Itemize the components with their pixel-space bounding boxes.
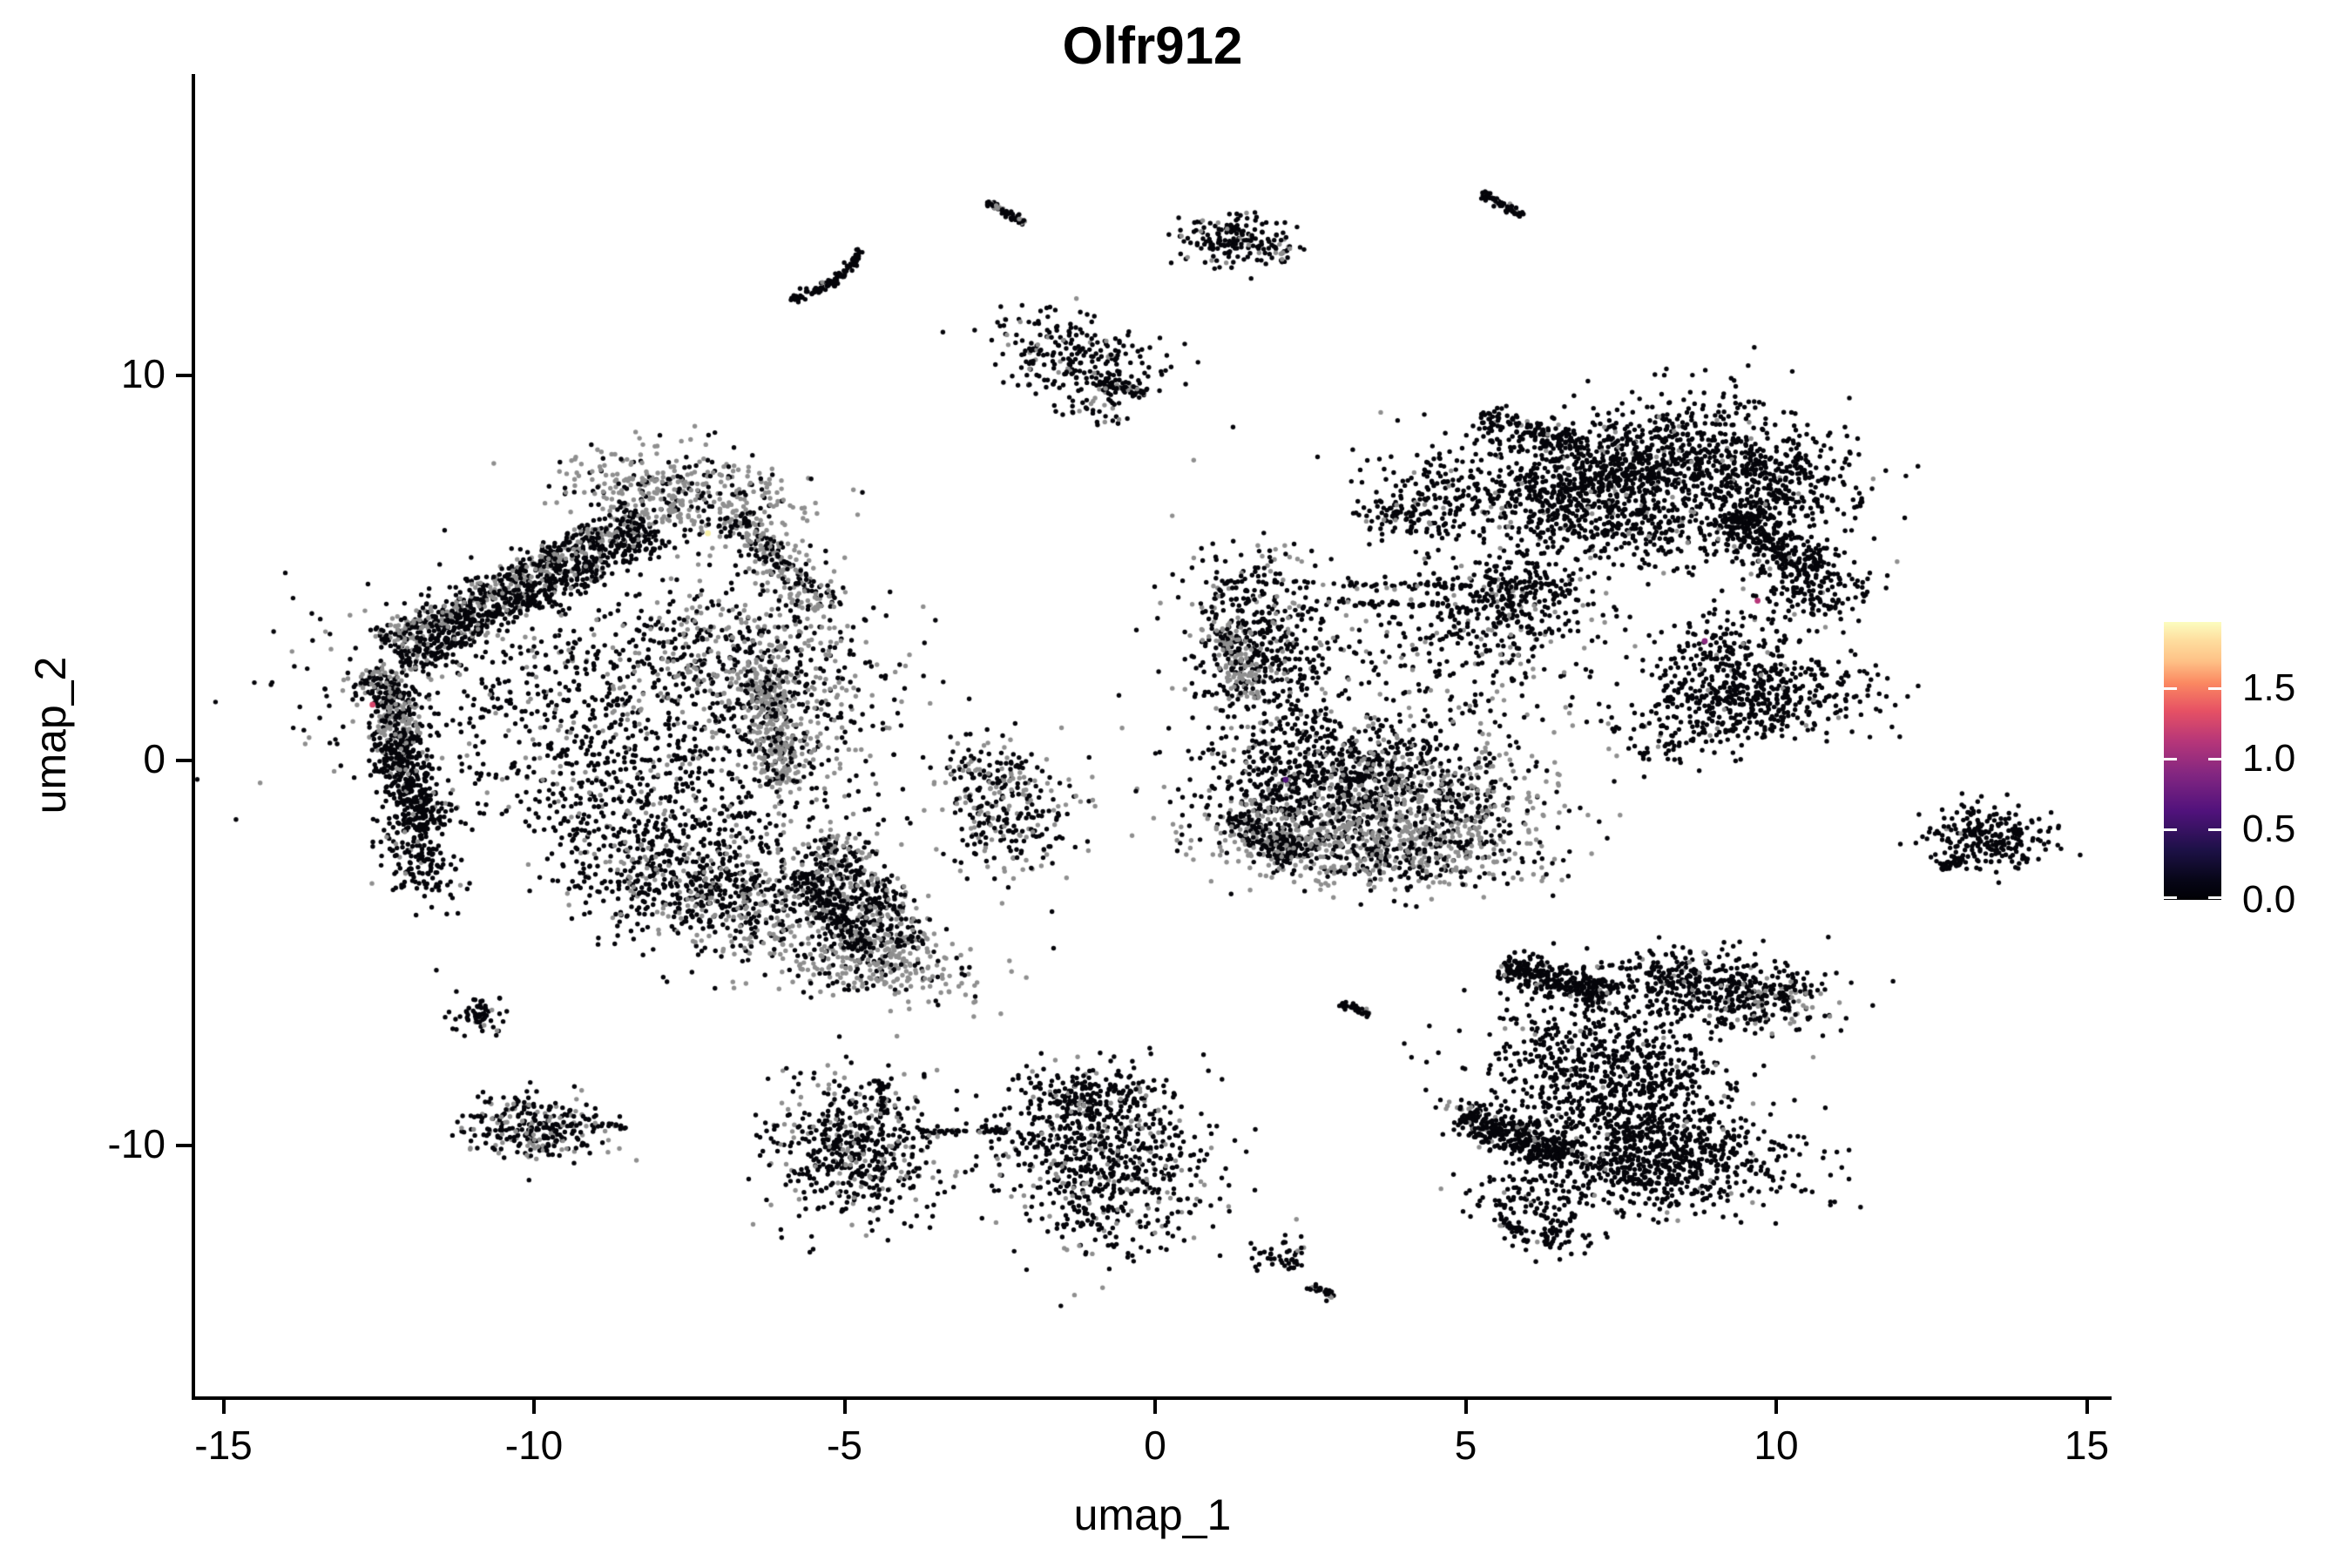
legend-tick-mark xyxy=(2164,896,2177,899)
legend-tick-mark xyxy=(2208,896,2221,899)
x-tick-mark xyxy=(1774,1400,1778,1414)
y-tick-mark xyxy=(176,1144,192,1147)
y-tick-mark xyxy=(176,759,192,762)
y-tick-mark xyxy=(176,374,192,377)
x-tick-label: 15 xyxy=(2064,1423,2110,1468)
y-tick-label: -10 xyxy=(107,1120,166,1166)
x-tick-label: -10 xyxy=(504,1423,564,1468)
legend-tick-label: 1.5 xyxy=(2242,666,2296,709)
x-axis-line xyxy=(192,1396,2112,1400)
x-tick-label: 10 xyxy=(1754,1423,1799,1468)
legend-tick-mark xyxy=(2208,828,2221,831)
x-tick-mark xyxy=(221,1400,226,1414)
x-axis-title: umap_1 xyxy=(1073,1490,1232,1539)
legend-tick-label: 1.0 xyxy=(2242,736,2296,780)
x-tick-label: -5 xyxy=(827,1423,862,1468)
plot-title: Olfr912 xyxy=(1062,17,1243,75)
y-tick-label: 0 xyxy=(143,735,166,781)
x-tick-mark xyxy=(532,1400,536,1414)
x-tick-mark xyxy=(2085,1400,2089,1414)
legend-tick-label: 0.5 xyxy=(2242,807,2296,850)
x-tick-label: 0 xyxy=(1144,1423,1166,1468)
legend-tick-mark xyxy=(2164,686,2177,690)
legend-tick-mark xyxy=(2164,757,2177,760)
legend-tick-mark xyxy=(2208,757,2221,760)
legend-tick-label: 0.0 xyxy=(2242,878,2296,921)
x-tick-label: -15 xyxy=(194,1423,253,1468)
x-tick-mark xyxy=(1463,1400,1468,1414)
y-axis-title: umap_2 xyxy=(26,656,75,814)
legend-tick-mark xyxy=(2208,686,2221,690)
x-tick-mark xyxy=(842,1400,847,1414)
y-axis-line xyxy=(192,74,195,1400)
x-tick-label: 5 xyxy=(1454,1423,1477,1468)
x-tick-mark xyxy=(1153,1400,1157,1414)
legend-tick-mark xyxy=(2164,828,2177,831)
y-tick-label: 10 xyxy=(120,350,166,396)
legend-colorbar xyxy=(2164,622,2221,900)
